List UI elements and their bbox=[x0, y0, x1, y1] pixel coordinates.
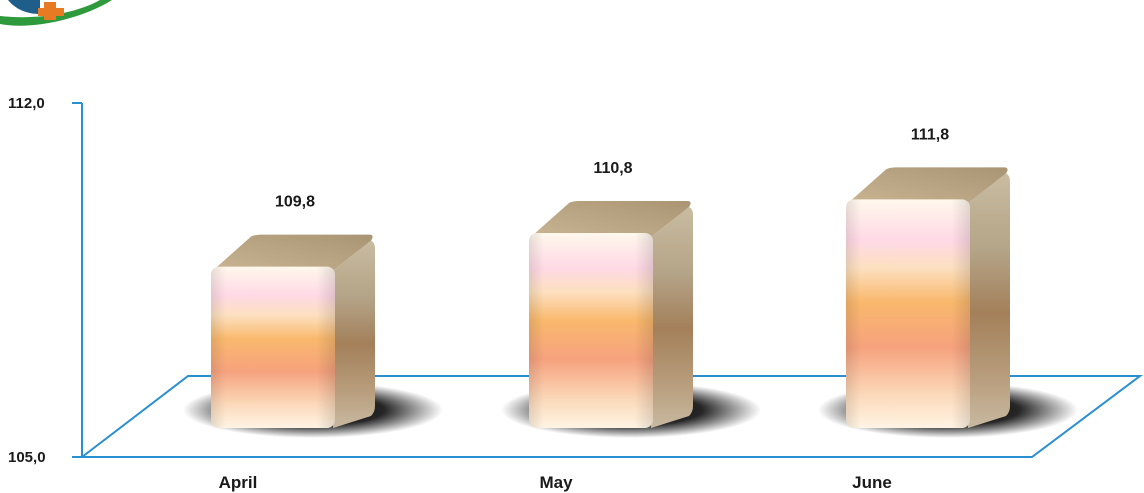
bar-front-shading bbox=[529, 232, 653, 428]
bar-side-face bbox=[651, 206, 693, 428]
bar-top-face bbox=[533, 200, 691, 237]
bar-side-face bbox=[968, 173, 1010, 428]
bar-may bbox=[529, 200, 693, 428]
bar-front-shading bbox=[846, 199, 970, 428]
floor-plane bbox=[79, 375, 1143, 458]
category-label-april: April bbox=[219, 473, 258, 492]
value-label-june: 111,8 bbox=[911, 126, 949, 143]
bar-top-face bbox=[215, 234, 373, 271]
category-label-may: May bbox=[539, 473, 573, 492]
bar-front-shading bbox=[211, 266, 335, 428]
bar-top-face bbox=[850, 167, 1008, 204]
bar-side-face bbox=[333, 240, 375, 428]
value-label-april: 109,8 bbox=[275, 194, 315, 211]
bar-april bbox=[211, 234, 375, 428]
value-label-may: 110,8 bbox=[593, 160, 632, 177]
category-label-june: June bbox=[852, 473, 892, 492]
logo bbox=[0, 0, 112, 26]
y-tick-label-min: 105,0 bbox=[8, 449, 46, 466]
bar-june bbox=[846, 167, 1010, 428]
y-tick-label-max: 112,0 bbox=[8, 95, 45, 112]
